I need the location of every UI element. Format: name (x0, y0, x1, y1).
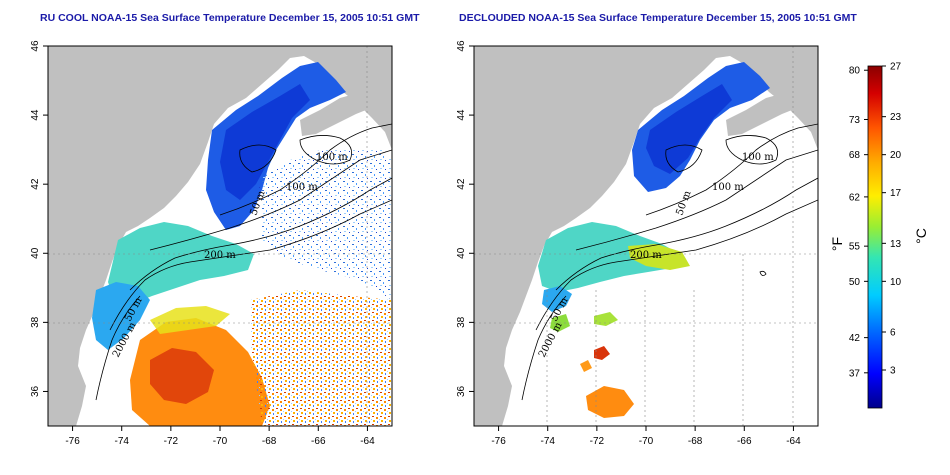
left-lon-tick-label: -66 (311, 436, 326, 447)
right-sst-yellow-band (628, 244, 690, 270)
left-sst-map: 100 m 100 m 200 m 50 m 2000 m 50 m -76 -7… (30, 40, 393, 447)
right-sst-map: 100 m 100 m 200 m 50 m 2000 m 50 m -76 -7… (456, 40, 819, 447)
left-lat-tick-label: 40 (30, 247, 41, 259)
right-axes: -76 -74 -72 -70 -68 -66 -64 36 38 40 42 44 46 (456, 40, 801, 447)
colorbar-ticks: 27 23 20 17 13 10 6 3 80 73 68 62 55 50 42 37 (849, 62, 902, 380)
left-nova-scotia (300, 80, 392, 136)
fahrenheit-tick-label: 73 (849, 115, 861, 126)
right-lat-tick-label: 40 (456, 247, 467, 259)
left-lat-tick-label: 42 (30, 178, 41, 190)
right-lon-tick-label: -66 (737, 436, 752, 447)
left-label-100m-b: 100 m (286, 182, 318, 193)
right-lat-tick-label: 42 (456, 178, 467, 190)
right-sst-patch-green (594, 312, 618, 326)
celsius-tick-label: 27 (890, 62, 902, 73)
left-map-title: RU COOL NOAA-15 Sea Surface Temperature … (40, 12, 420, 24)
right-sst-deep-blue (646, 84, 732, 174)
left-cloud-speckle (258, 150, 392, 300)
left-lon-tick-label: -70 (213, 436, 228, 447)
left-sst-warm-core (150, 348, 214, 404)
celsius-tick-label: 13 (890, 239, 902, 250)
right-map-title: DECLOUDED NOAA-15 Sea Surface Temperatur… (459, 12, 857, 24)
celsius-tick-label: 20 (890, 150, 902, 161)
right-sst-warm-patch (594, 346, 610, 360)
celsius-unit-label: °C (913, 228, 929, 244)
fahrenheit-tick-label: 80 (849, 66, 861, 77)
left-sst-yellow-band (150, 306, 230, 334)
fahrenheit-tick-label: 42 (849, 333, 861, 344)
right-lon-tick-label: -64 (786, 436, 801, 447)
celsius-tick-label: 23 (890, 112, 902, 123)
right-nova-scotia (726, 80, 818, 136)
fahrenheit-tick-label: 50 (849, 277, 861, 288)
right-lon-tick-label: -74 (540, 436, 555, 447)
left-axes: -76 -74 -72 -70 -68 -66 -64 36 38 40 42 44 46 (30, 40, 375, 447)
left-lon-tick-label: -76 (65, 436, 80, 447)
celsius-tick-label: 3 (890, 366, 896, 377)
left-lat-lon-grid (48, 46, 392, 426)
left-label-200m: 200 m (204, 250, 236, 261)
left-sst-slope-water (108, 222, 254, 304)
right-sst-small-warm (580, 360, 592, 372)
right-label-100m-a: 100 m (742, 152, 774, 163)
left-lon-tick-label: -74 (114, 436, 129, 447)
right-lon-tick-label: -76 (491, 436, 506, 447)
left-lon-tick-label: -72 (164, 436, 179, 447)
right-label-200m: 200 m (630, 250, 662, 261)
celsius-tick-label: 17 (890, 188, 902, 199)
colorbar-gradient (867, 65, 883, 409)
right-lat-tick-label: 36 (456, 385, 467, 397)
fahrenheit-tick-label: 37 (849, 368, 861, 379)
left-lat-tick-label: 44 (30, 109, 41, 121)
temperature-colorbar: 27 23 20 17 13 10 6 3 80 73 68 62 55 50 42 37 °F °C (829, 62, 929, 409)
right-label-100m-b: 100 m (712, 182, 744, 193)
right-lat-lon-grid (474, 46, 818, 426)
left-sst-shelf-cyan (92, 282, 150, 350)
fahrenheit-tick-label: 68 (849, 150, 861, 161)
right-land-mass (474, 46, 818, 426)
left-label-100m-a: 100 m (316, 152, 348, 163)
right-lat-tick-label: 46 (456, 40, 467, 52)
left-sst-deep-blue (220, 84, 310, 200)
celsius-tick-label: 10 (890, 277, 902, 288)
fahrenheit-tick-label: 55 (849, 242, 861, 253)
right-sst-gulf-stream-patch (586, 386, 634, 418)
right-bathymetry-contours (521, 123, 818, 401)
left-land-mass (48, 46, 392, 426)
right-lon-tick-label: -72 (590, 436, 605, 447)
celsius-tick-label: 6 (890, 328, 896, 339)
left-lat-tick-label: 46 (30, 40, 41, 52)
left-sst-warm-speckle (250, 290, 392, 426)
right-lon-tick-label: -70 (639, 436, 654, 447)
left-lat-tick-label: 38 (30, 316, 41, 328)
fahrenheit-tick-label: 62 (849, 192, 861, 203)
right-sst-shelf-cyan (542, 286, 572, 312)
right-lon-tick-label: -68 (688, 436, 703, 447)
left-lon-tick-label: -64 (360, 436, 375, 447)
left-lon-tick-label: -68 (262, 436, 277, 447)
left-bathymetry-contours (95, 123, 392, 401)
right-lat-tick-label: 38 (456, 316, 467, 328)
left-lat-tick-label: 36 (30, 385, 41, 397)
fahrenheit-unit-label: °F (829, 237, 845, 251)
right-lat-tick-label: 44 (456, 109, 467, 121)
